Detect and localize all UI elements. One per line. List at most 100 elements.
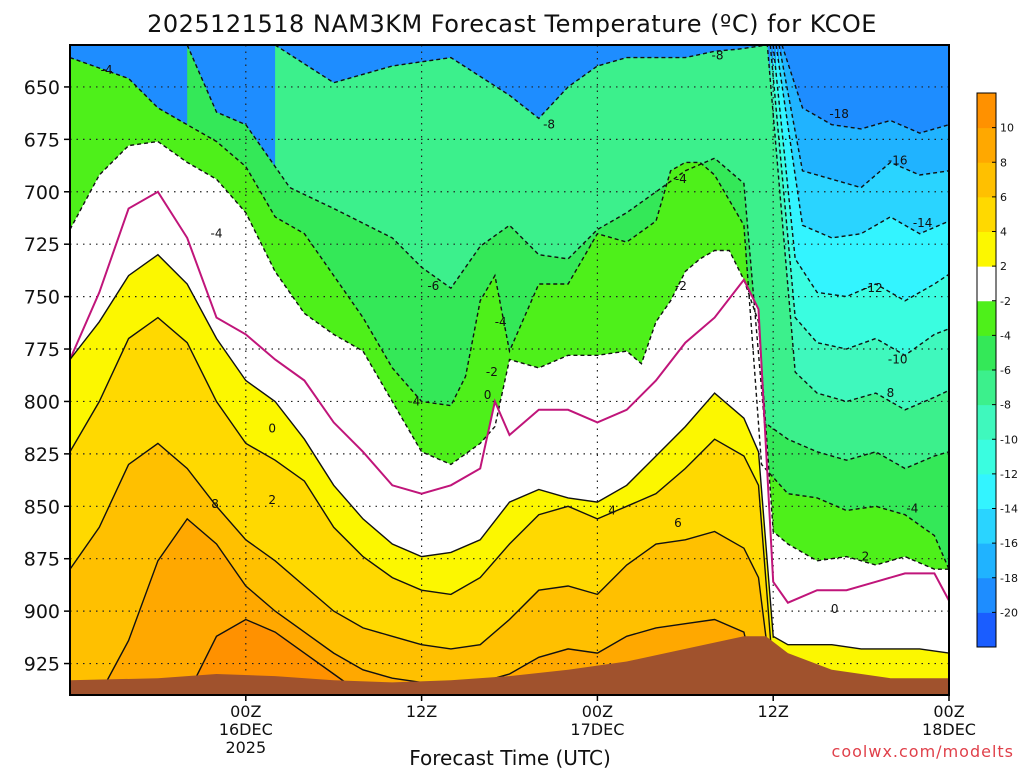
grid xyxy=(70,45,949,695)
y-tick-label: 700 xyxy=(24,182,60,204)
x-tick-label: 12Z xyxy=(406,702,437,721)
colorbar-swatch xyxy=(977,508,996,544)
colorbar-swatch xyxy=(977,612,996,648)
isotherm-line xyxy=(778,45,949,189)
terrain-fill xyxy=(70,636,949,695)
colorbar-label: -8 xyxy=(1000,399,1011,412)
isotherm-line xyxy=(769,45,949,357)
y-axis: 650 675 700 725 750 775 800 825 850 875 900 925 xyxy=(24,77,70,676)
x-axis-label: Forecast Time (UTC) xyxy=(409,746,611,768)
isotherm-line xyxy=(70,253,949,654)
colorbar-label: 6 xyxy=(1000,191,1007,204)
chart-title: 2025121518 NAM3KM Forecast Temperature (… xyxy=(147,10,877,38)
x-tick-label: 16DEC xyxy=(219,720,273,739)
contour-label: -14 xyxy=(913,216,933,230)
contour-labels: -8 -4 -18 -8 -16 -4 -14 -4 -6 -2 -12 -4 -2 -10 -4 8 0 0 2 8… xyxy=(101,48,933,616)
colorbar-label: -6 xyxy=(1000,364,1011,377)
isotherm-line xyxy=(775,45,949,239)
y-tick-label: 650 xyxy=(24,77,60,99)
watermark: coolwx.com/modelts xyxy=(832,742,1014,761)
contour-label: -16 xyxy=(888,153,908,167)
contour-label: -4 xyxy=(495,315,507,329)
y-tick-label: 900 xyxy=(24,601,60,623)
y-tick-label: 775 xyxy=(24,339,60,361)
y-tick-label: 800 xyxy=(24,391,60,413)
isotherm-line xyxy=(274,45,949,411)
isotherm-line xyxy=(781,45,949,134)
y-tick-label: 925 xyxy=(24,654,60,676)
contour-label: 8 xyxy=(211,497,219,511)
contour-label: 8 xyxy=(887,386,895,400)
x-tick-label: 18DEC xyxy=(922,720,976,739)
contour-label: -8 xyxy=(543,118,555,132)
isotherm-line xyxy=(70,140,949,570)
isotherm-line xyxy=(186,45,949,470)
contour-label: 6 xyxy=(674,516,682,530)
colorbar-label: -10 xyxy=(1000,433,1018,446)
y-tick-label: 675 xyxy=(24,129,60,151)
contour-label: -4 xyxy=(906,501,918,515)
colorbar-label: 10 xyxy=(1000,122,1014,135)
contour-label: 0 xyxy=(831,602,839,616)
plot-frame xyxy=(69,44,950,696)
isotherm-line xyxy=(772,45,949,302)
contour-label: -4 xyxy=(675,172,687,186)
contour-label: -2 xyxy=(675,279,687,293)
colorbar-label: -20 xyxy=(1000,606,1018,619)
colorbar-label: -2 xyxy=(1000,295,1011,308)
colorbar-label: 2 xyxy=(1000,260,1007,273)
colorbar-swatch xyxy=(977,127,996,163)
contour-label: -4 xyxy=(408,394,420,408)
x-tick-label: 00Z xyxy=(582,702,613,721)
colorbar-swatch xyxy=(977,577,996,613)
colorbar-swatch xyxy=(977,300,996,336)
colorbar-swatch xyxy=(977,162,996,198)
temperature-fill-bands xyxy=(70,45,949,695)
contour-label: 4 xyxy=(608,503,616,517)
colorbar: -20 -18 -16 -14 -12 -10 -8 -6 -4 -2 2 4 6 8 10 xyxy=(976,92,1018,648)
x-tick-label: 17DEC xyxy=(570,720,624,739)
isotherm-line xyxy=(70,56,949,571)
colorbar-label: 8 xyxy=(1000,156,1007,169)
colorbar-label: -16 xyxy=(1000,537,1018,550)
contour-label: 2 xyxy=(268,493,276,507)
colorbar-label: 4 xyxy=(1000,226,1007,239)
colorbar-swatch xyxy=(977,93,996,129)
contour-label: -4 xyxy=(211,227,223,241)
contour-label: -2 xyxy=(486,365,498,379)
isotherm-line xyxy=(70,190,949,604)
x-tick-label: 00Z xyxy=(933,702,964,721)
colorbar-swatch xyxy=(977,543,996,579)
colorbar-swatch xyxy=(977,196,996,232)
colorbar-swatch xyxy=(977,335,996,371)
colorbar-label: -4 xyxy=(1000,329,1011,342)
y-tick-label: 850 xyxy=(24,496,60,518)
colorbar-swatch xyxy=(977,404,996,440)
contour-label: 2 xyxy=(862,550,870,564)
x-tick-label: 12Z xyxy=(758,702,789,721)
colorbar-swatch xyxy=(977,231,996,267)
colorbar-label: -12 xyxy=(1000,468,1018,481)
colorbar-swatch xyxy=(977,266,996,302)
y-tick-label: 825 xyxy=(24,444,60,466)
isotherm-line xyxy=(70,442,774,695)
contour-label: -4 xyxy=(101,63,113,77)
contour-label: -6 xyxy=(427,279,439,293)
contour-label: -12 xyxy=(863,281,883,295)
contour-label: -10 xyxy=(888,353,908,367)
isotherm-line xyxy=(70,316,789,695)
x-tick-label: 2025 xyxy=(225,738,266,757)
isotherm-line xyxy=(186,618,364,695)
contour-label: -18 xyxy=(829,107,849,121)
colorbar-label: -14 xyxy=(1000,503,1018,516)
colorbar-swatch xyxy=(977,473,996,509)
colorbar-label: -18 xyxy=(1000,572,1018,585)
y-tick-label: 725 xyxy=(24,234,60,256)
contour-label: 0 xyxy=(484,388,492,402)
y-tick-label: 750 xyxy=(24,287,60,309)
x-tick-label: 00Z xyxy=(230,702,261,721)
isotherm-lines xyxy=(70,45,949,695)
contour-label: 0 xyxy=(268,422,276,436)
y-tick-label: 875 xyxy=(24,549,60,571)
